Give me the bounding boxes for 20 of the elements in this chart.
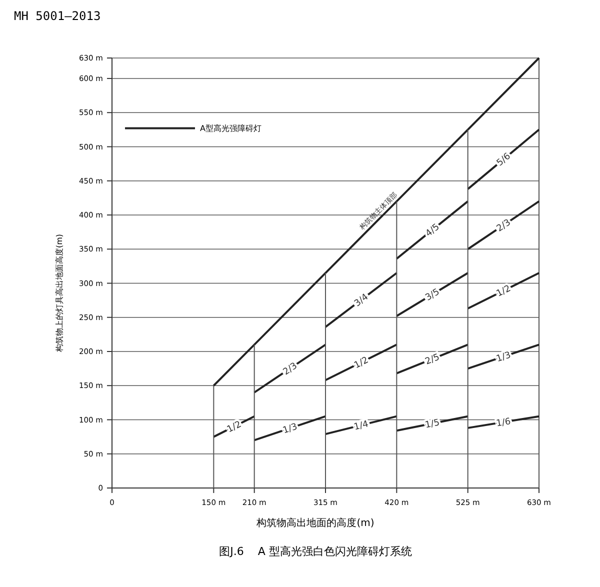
- y-axis-title: 构筑物上的灯具高出地面高度(m): [55, 234, 64, 354]
- text: 3/5: [424, 287, 442, 304]
- text: 3/4: [352, 292, 371, 310]
- text: 图J.6 A 型高光强白色闪光障碍灯系统: [219, 545, 412, 558]
- text: 2/3: [495, 218, 513, 234]
- x-axis-title: 构筑物高出地面的高度(m): [256, 517, 374, 529]
- text: 2/5: [424, 352, 442, 368]
- text: 1/6: [496, 416, 512, 430]
- legend-title: A型高光强障碍灯: [200, 124, 262, 134]
- text: 4/5: [424, 222, 442, 240]
- text: 1/3: [495, 350, 512, 365]
- text: 1/4: [353, 420, 370, 433]
- text: 5/6: [495, 151, 514, 169]
- text: 2/3: [282, 361, 300, 378]
- text: 1/2: [495, 284, 513, 300]
- text: MH 5001—2013: [14, 9, 101, 23]
- text: 1/2: [226, 420, 244, 436]
- text: 1/2: [352, 356, 370, 372]
- text: 1/5: [424, 418, 441, 431]
- text: 1/3: [282, 422, 299, 436]
